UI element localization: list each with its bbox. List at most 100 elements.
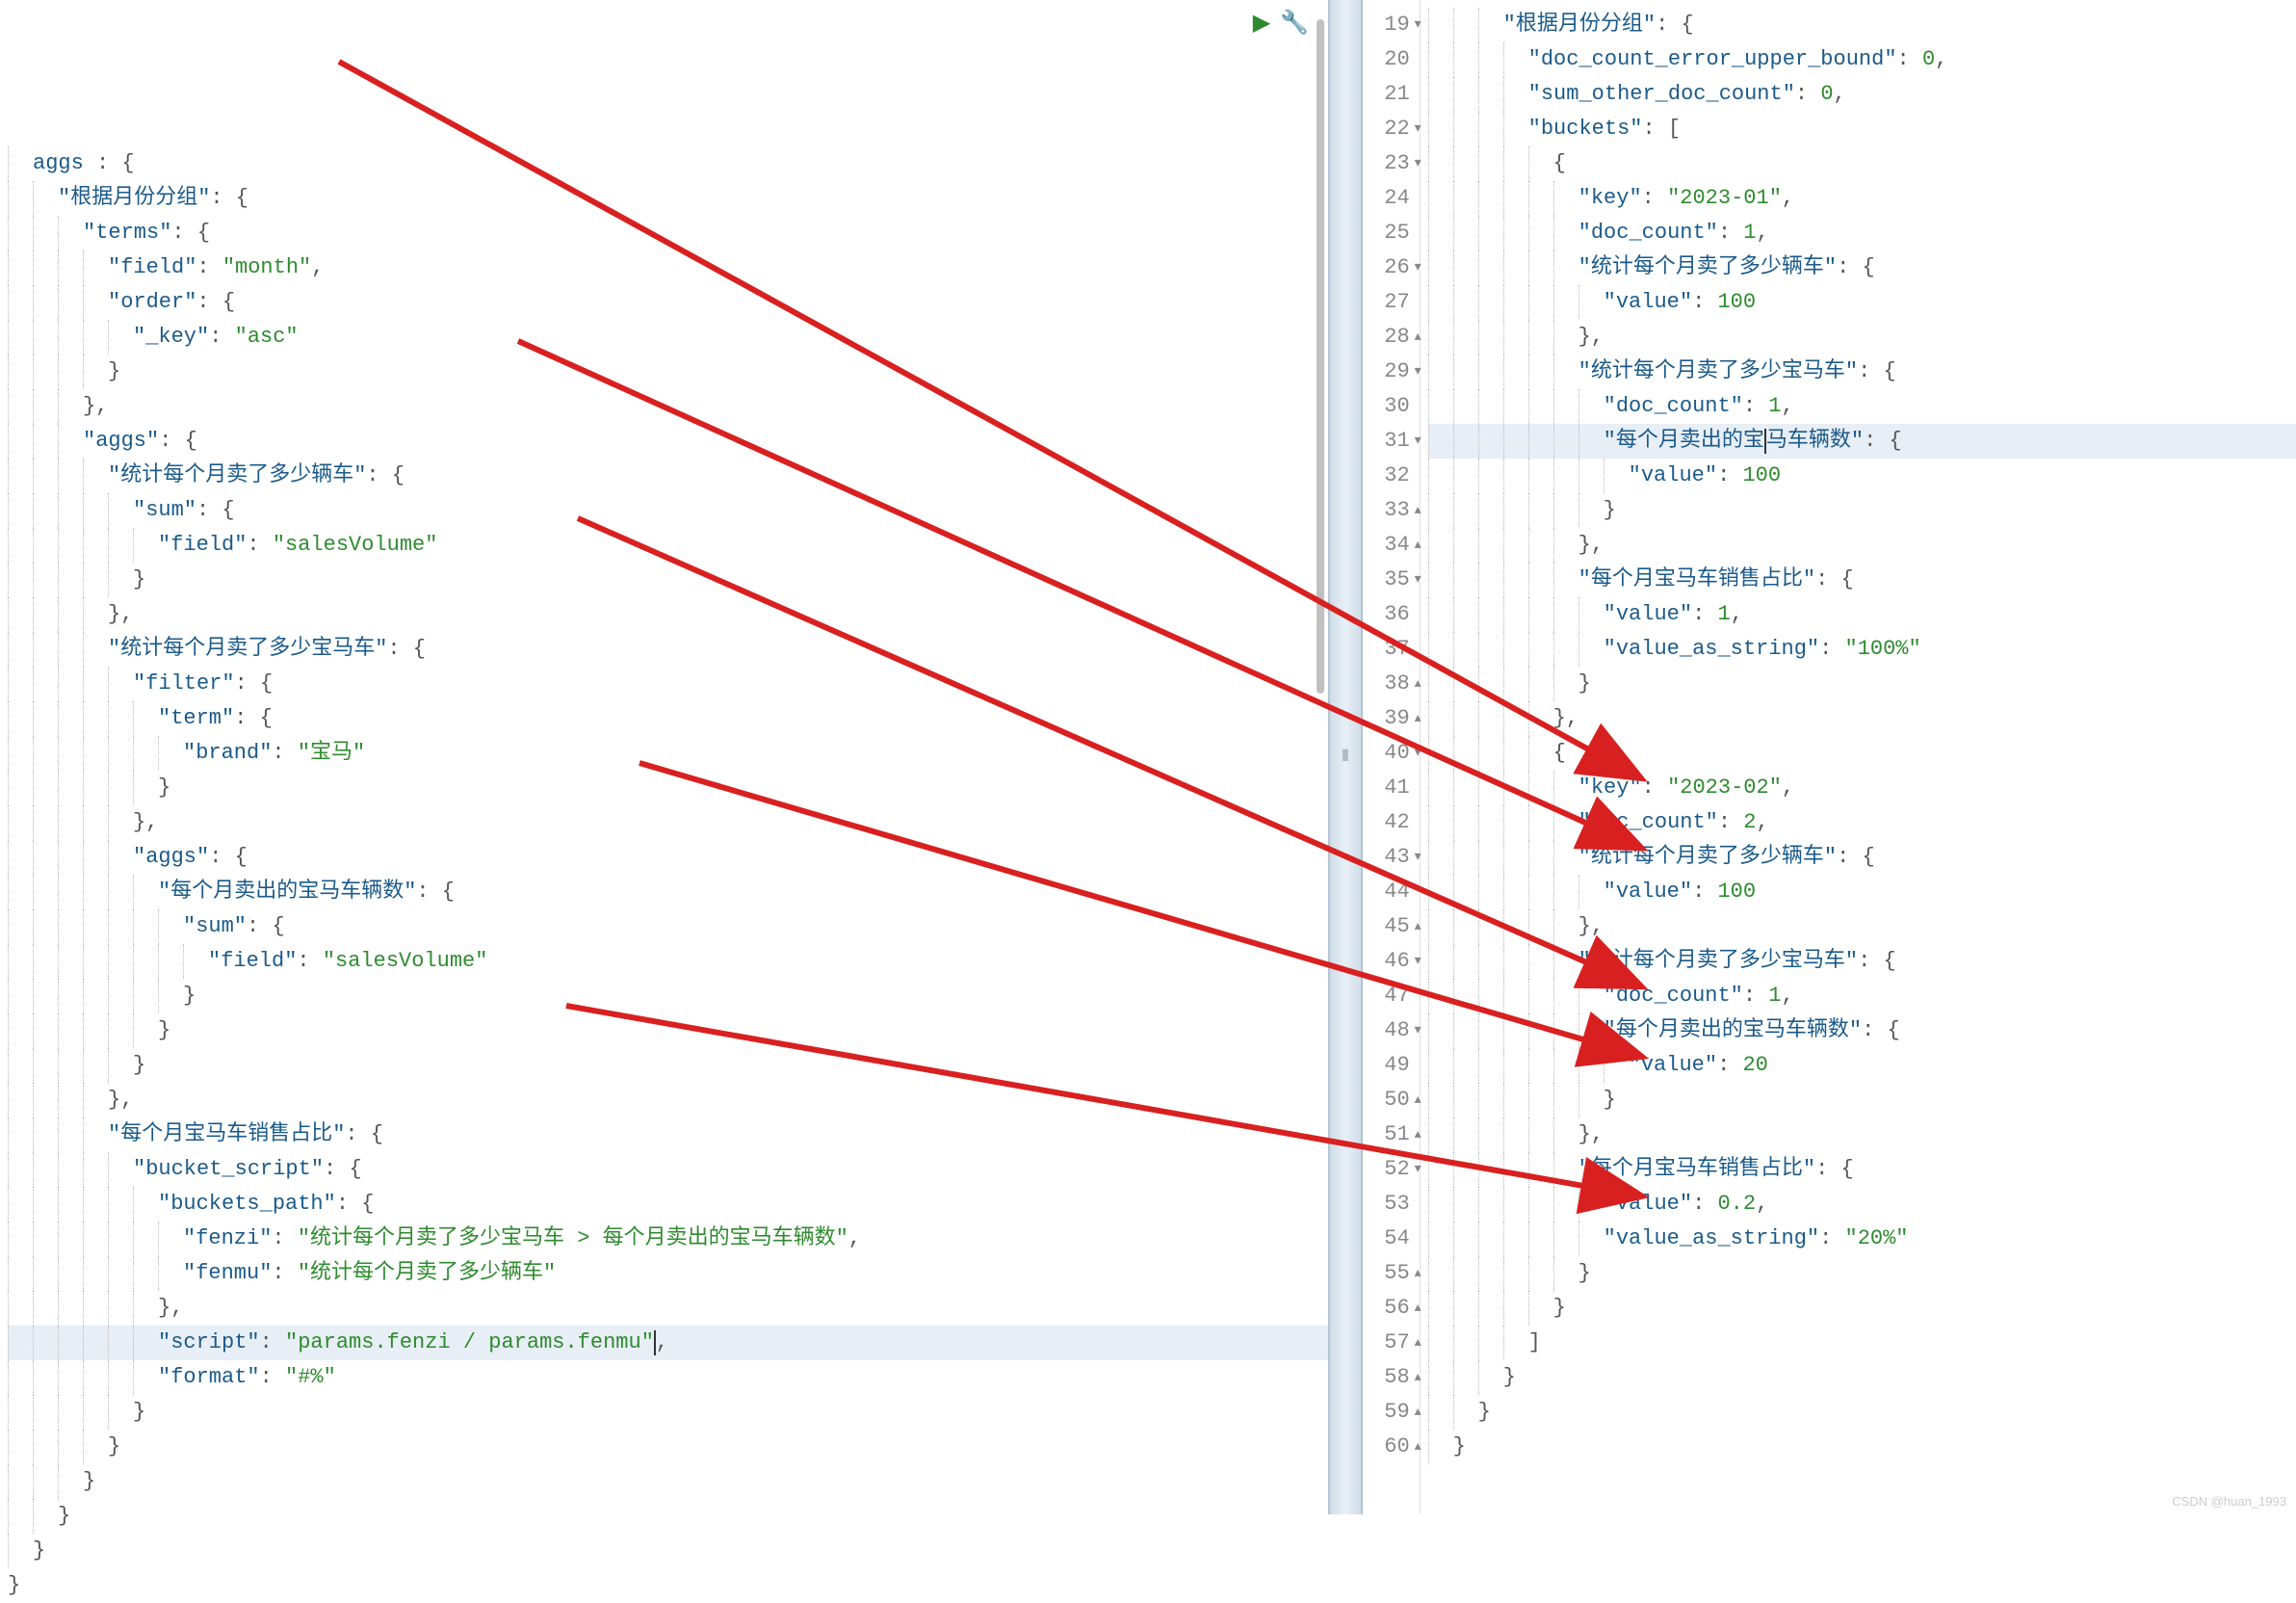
code-line[interactable]: } [8, 1464, 1328, 1499]
code-line[interactable]: "每个月卖出的宝马车辆数": { [1428, 1013, 2296, 1048]
code-line[interactable]: "fenzi": "统计每个月卖了多少宝马车 > 每个月卖出的宝马车辆数", [8, 1222, 1328, 1256]
code-line[interactable]: }, [1428, 320, 2296, 355]
code-line[interactable]: "统计每个月卖了多少宝马车": { [1428, 355, 2296, 389]
code-line[interactable]: } [8, 1499, 1328, 1534]
code-line[interactable]: "key": "2023-01", [1428, 181, 2296, 216]
code-line[interactable]: "buckets": [ [1428, 112, 2296, 146]
code-line[interactable]: } [1428, 493, 2296, 528]
line-number: 32 [1363, 459, 1420, 493]
code-line[interactable]: } [8, 355, 1328, 389]
code-line[interactable]: "sum": { [8, 493, 1328, 528]
code-line[interactable]: "doc_count": 2, [1428, 805, 2296, 840]
code-line[interactable]: "每个月宝马车销售占比": { [1428, 563, 2296, 597]
code-line[interactable]: }, [8, 1083, 1328, 1117]
code-line[interactable]: { [1428, 146, 2296, 181]
line-number: 29▾ [1363, 355, 1420, 389]
code-line[interactable]: aggs : { [8, 146, 1328, 181]
code-line[interactable]: "fenmu": "统计每个月卖了多少辆车" [8, 1256, 1328, 1291]
code-line[interactable]: "每个月宝马车销售占比": { [1428, 1152, 2296, 1187]
code-line[interactable]: ] [1428, 1326, 2296, 1360]
code-line[interactable]: "统计每个月卖了多少辆车": { [1428, 840, 2296, 875]
code-line[interactable]: "script": "params.fenzi / params.fenmu", [8, 1326, 1328, 1360]
code-line[interactable]: } [1428, 1360, 2296, 1395]
code-line[interactable]: "sum": { [8, 909, 1328, 944]
code-line[interactable]: "aggs": { [8, 840, 1328, 875]
line-number: 22▾ [1363, 112, 1420, 146]
code-line[interactable]: } [8, 1568, 1328, 1603]
code-line[interactable]: "aggs": { [8, 424, 1328, 459]
line-number: 44 [1363, 875, 1420, 909]
code-line[interactable]: } [8, 1048, 1328, 1083]
code-line[interactable]: "每个月宝马车销售占比": { [8, 1117, 1328, 1152]
code-line[interactable]: "buckets_path": { [8, 1187, 1328, 1222]
code-line[interactable]: }, [8, 389, 1328, 424]
code-line[interactable]: }, [8, 805, 1328, 840]
wrench-icon[interactable]: 🔧 [1280, 8, 1309, 42]
code-line[interactable]: "filter": { [8, 667, 1328, 701]
line-number: 41 [1363, 771, 1420, 805]
code-line[interactable]: "value": 100 [1428, 875, 2296, 909]
code-line[interactable]: "doc_count_error_upper_bound": 0, [1428, 42, 2296, 77]
code-line[interactable]: { [1428, 736, 2296, 771]
left-code-area[interactable]: ▶ 🔧 aggs : {"根据月份分组": {"terms": {"field"… [0, 0, 1328, 1514]
code-line[interactable]: } [8, 979, 1328, 1013]
code-line[interactable]: "order": { [8, 285, 1328, 320]
right-code-area[interactable]: "根据月份分组": {"doc_count_error_upper_bound"… [1421, 0, 2296, 1514]
code-line[interactable]: } [8, 771, 1328, 805]
code-line[interactable]: "value_as_string": "20%" [1428, 1222, 2296, 1256]
code-line[interactable]: } [1428, 1256, 2296, 1291]
code-line[interactable]: "doc_count": 1, [1428, 389, 2296, 424]
code-line[interactable]: }, [1428, 909, 2296, 944]
code-line[interactable]: "value": 1, [1428, 597, 2296, 632]
code-line[interactable]: }, [1428, 701, 2296, 736]
code-line[interactable]: "doc_count": 1, [1428, 216, 2296, 250]
split-divider[interactable]: ⦀ [1328, 0, 1363, 1514]
code-line[interactable]: "key": "2023-02", [1428, 771, 2296, 805]
code-line[interactable]: "value": 100 [1428, 285, 2296, 320]
code-line[interactable]: } [8, 1013, 1328, 1048]
code-line[interactable]: "统计每个月卖了多少宝马车": { [8, 632, 1328, 667]
code-line[interactable]: "value": 20 [1428, 1048, 2296, 1083]
code-line[interactable]: "_key": "asc" [8, 320, 1328, 355]
code-line[interactable]: }, [1428, 528, 2296, 563]
code-line[interactable]: "value": 100 [1428, 459, 2296, 493]
code-line[interactable]: "根据月份分组": { [8, 181, 1328, 216]
code-line[interactable]: "format": "#%" [8, 1360, 1328, 1395]
code-line[interactable]: "term": { [8, 701, 1328, 736]
code-line[interactable]: } [1428, 667, 2296, 701]
code-line[interactable]: "brand": "宝马" [8, 736, 1328, 771]
code-line[interactable]: } [1428, 1083, 2296, 1117]
code-line[interactable]: "field": "month", [8, 250, 1328, 285]
code-line[interactable]: } [1428, 1291, 2296, 1326]
line-number: 19▾ [1363, 8, 1420, 42]
line-number: 42 [1363, 805, 1420, 840]
code-line[interactable]: "doc_count": 1, [1428, 979, 2296, 1013]
code-line[interactable]: }, [8, 597, 1328, 632]
play-icon[interactable]: ▶ [1253, 8, 1270, 42]
code-line[interactable]: } [8, 1430, 1328, 1464]
divider-handle-icon: ⦀ [1342, 749, 1348, 766]
code-line[interactable]: } [8, 563, 1328, 597]
code-line[interactable]: } [1428, 1395, 2296, 1430]
code-line[interactable]: "统计每个月卖了多少辆车": { [1428, 250, 2296, 285]
code-line[interactable]: "value": 0.2, [1428, 1187, 2296, 1222]
code-line[interactable]: "value_as_string": "100%" [1428, 632, 2296, 667]
code-line[interactable]: "每个月卖出的宝马车辆数": { [8, 875, 1328, 909]
code-line[interactable]: "统计每个月卖了多少辆车": { [8, 459, 1328, 493]
code-line[interactable]: }, [1428, 1117, 2296, 1152]
code-line[interactable]: }, [8, 1291, 1328, 1326]
code-line[interactable]: "terms": { [8, 216, 1328, 250]
code-line[interactable]: "field": "salesVolume" [8, 528, 1328, 563]
left-editor-panel: ▶ 🔧 aggs : {"根据月份分组": {"terms": {"field"… [0, 0, 1328, 1514]
code-line[interactable]: "sum_other_doc_count": 0, [1428, 77, 2296, 112]
code-line[interactable]: "根据月份分组": { [1428, 8, 2296, 42]
code-line[interactable]: "每个月卖出的宝马车辆数": { [1428, 424, 2296, 459]
code-line[interactable]: } [8, 1395, 1328, 1430]
code-line[interactable]: } [8, 1534, 1328, 1568]
code-line[interactable]: "bucket_script": { [8, 1152, 1328, 1187]
line-number: 60▴ [1363, 1430, 1420, 1464]
code-line[interactable]: "统计每个月卖了多少宝马车": { [1428, 944, 2296, 979]
code-line[interactable]: } [1428, 1430, 2296, 1464]
code-line[interactable]: "field": "salesVolume" [8, 944, 1328, 979]
right-editor-panel: 19▾202122▾23▾242526▾2728▴29▾3031▾3233▴34… [1363, 0, 2296, 1514]
